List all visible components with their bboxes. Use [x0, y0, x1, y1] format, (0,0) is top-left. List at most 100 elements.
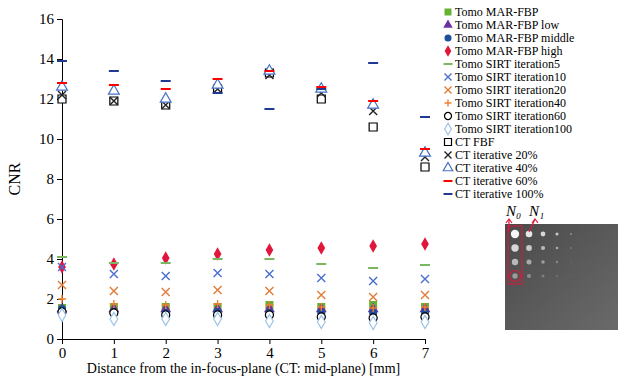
point	[161, 88, 171, 90]
inset-arrow	[508, 219, 509, 232]
x-tick-label: 0	[59, 345, 67, 361]
x-axis: 01234567	[59, 339, 430, 361]
legend-item: Tomo MAR-FBP low	[443, 18, 559, 32]
legend-label: Tomo SIRT iteration10	[455, 70, 566, 84]
x-tick-mark	[321, 339, 322, 344]
point	[266, 314, 274, 327]
point	[421, 315, 429, 328]
legend-label: Tomo MAR-FBP middle	[455, 31, 574, 45]
inset-spot	[511, 230, 519, 238]
legend-label: CT iterative 60%	[455, 174, 537, 188]
x-tick-label: 1	[111, 345, 119, 361]
legend-marker	[444, 34, 451, 41]
point	[368, 100, 378, 102]
point	[213, 78, 223, 80]
series	[57, 257, 430, 268]
series	[57, 65, 431, 156]
inset-spot	[541, 232, 546, 237]
point	[57, 82, 67, 84]
annotation: N₀	[505, 203, 521, 219]
y-tick-label: 16	[39, 11, 55, 27]
inset-background	[505, 224, 618, 330]
y-tick-label: 2	[47, 291, 55, 307]
point	[264, 70, 274, 72]
point	[162, 288, 170, 296]
point	[57, 256, 67, 258]
inset-spot	[556, 275, 558, 277]
inset-spot	[570, 247, 571, 248]
point	[420, 264, 430, 266]
point	[264, 258, 274, 260]
legend-marker	[445, 139, 452, 146]
y-tick-label: 12	[39, 91, 54, 107]
inset-arrow-head	[506, 219, 512, 223]
legend-marker	[444, 63, 453, 65]
legend-marker	[445, 152, 452, 159]
legend-label: Tomo MAR-FBP high	[455, 44, 562, 58]
legend-label: Tomo MAR-FBP	[455, 5, 539, 19]
legend-label: Tomo MAR-FBP low	[455, 18, 559, 32]
legend-item: Tomo SIRT iteration100	[445, 122, 572, 136]
series	[58, 71, 429, 161]
point	[368, 267, 378, 269]
point	[213, 92, 223, 94]
y-tick-mark	[57, 219, 62, 220]
point	[110, 300, 118, 308]
x-axis-title: Distance from the in-focus-plane (CT: mi…	[87, 361, 400, 377]
y-tick-label: 0	[47, 331, 55, 347]
legend-marker	[445, 123, 452, 135]
point	[421, 163, 429, 171]
inset-spot	[570, 233, 572, 235]
legend-marker	[445, 74, 452, 81]
y-tick-label: 8	[47, 171, 55, 187]
inset-spot	[527, 274, 531, 278]
y-tick: 10	[39, 131, 62, 147]
inset-spot	[541, 246, 545, 250]
point	[214, 300, 222, 308]
y-tick-mark	[57, 19, 62, 20]
x-tick-label: 3	[214, 345, 222, 361]
point	[369, 304, 377, 312]
series	[57, 61, 430, 117]
series	[58, 69, 429, 171]
legend-label: Tomo SIRT iteration40	[455, 96, 566, 110]
legend-label: Tomo SIRT iteration5	[455, 57, 560, 71]
y-tick: 16	[39, 11, 62, 27]
point	[162, 272, 170, 280]
x-tick: 0	[59, 339, 67, 361]
point	[369, 239, 377, 252]
y-tick: 0	[47, 331, 63, 347]
point	[161, 262, 171, 264]
point	[162, 301, 170, 309]
point	[316, 88, 326, 90]
point	[317, 315, 325, 328]
point	[161, 80, 171, 82]
point	[109, 262, 119, 264]
point	[369, 277, 377, 285]
point	[58, 295, 66, 303]
x-tick-label: 7	[422, 345, 430, 361]
legend: Tomo MAR-FBPTomo MAR-FBP lowTomo MAR-FBP…	[443, 5, 574, 201]
point	[368, 99, 379, 108]
inset-spot	[570, 261, 571, 262]
y-tick: 8	[47, 171, 63, 187]
legend-marker	[445, 45, 452, 57]
point	[214, 286, 222, 294]
point	[160, 93, 171, 102]
inset-arrow-head	[532, 219, 538, 223]
x-tick-mark	[269, 339, 270, 344]
point	[317, 241, 325, 254]
x-tick: 6	[370, 339, 378, 361]
legend-item: CT iterative 100%	[444, 187, 544, 201]
x-tick-label: 4	[266, 345, 274, 361]
y-tick-label: 14	[39, 51, 55, 67]
legend-marker	[444, 180, 453, 182]
inset-outline	[508, 226, 522, 284]
point	[420, 116, 430, 118]
inset-spot	[526, 259, 531, 264]
point	[110, 270, 118, 278]
inset-spot	[556, 261, 558, 263]
x-tick-label: 6	[370, 345, 378, 361]
legend-label: CT FBF	[455, 135, 495, 149]
x-tick: 1	[111, 339, 119, 361]
